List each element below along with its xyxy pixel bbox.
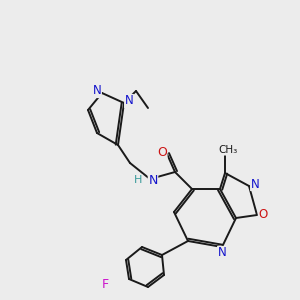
Text: N: N [93,85,101,98]
Text: CH₃: CH₃ [218,145,238,155]
Text: O: O [157,146,167,158]
Text: O: O [258,208,268,221]
Text: H: H [134,175,142,185]
Text: N: N [218,247,226,260]
Text: N: N [250,178,260,190]
Text: N: N [148,173,158,187]
Text: N: N [124,94,134,107]
Text: F: F [101,278,109,292]
